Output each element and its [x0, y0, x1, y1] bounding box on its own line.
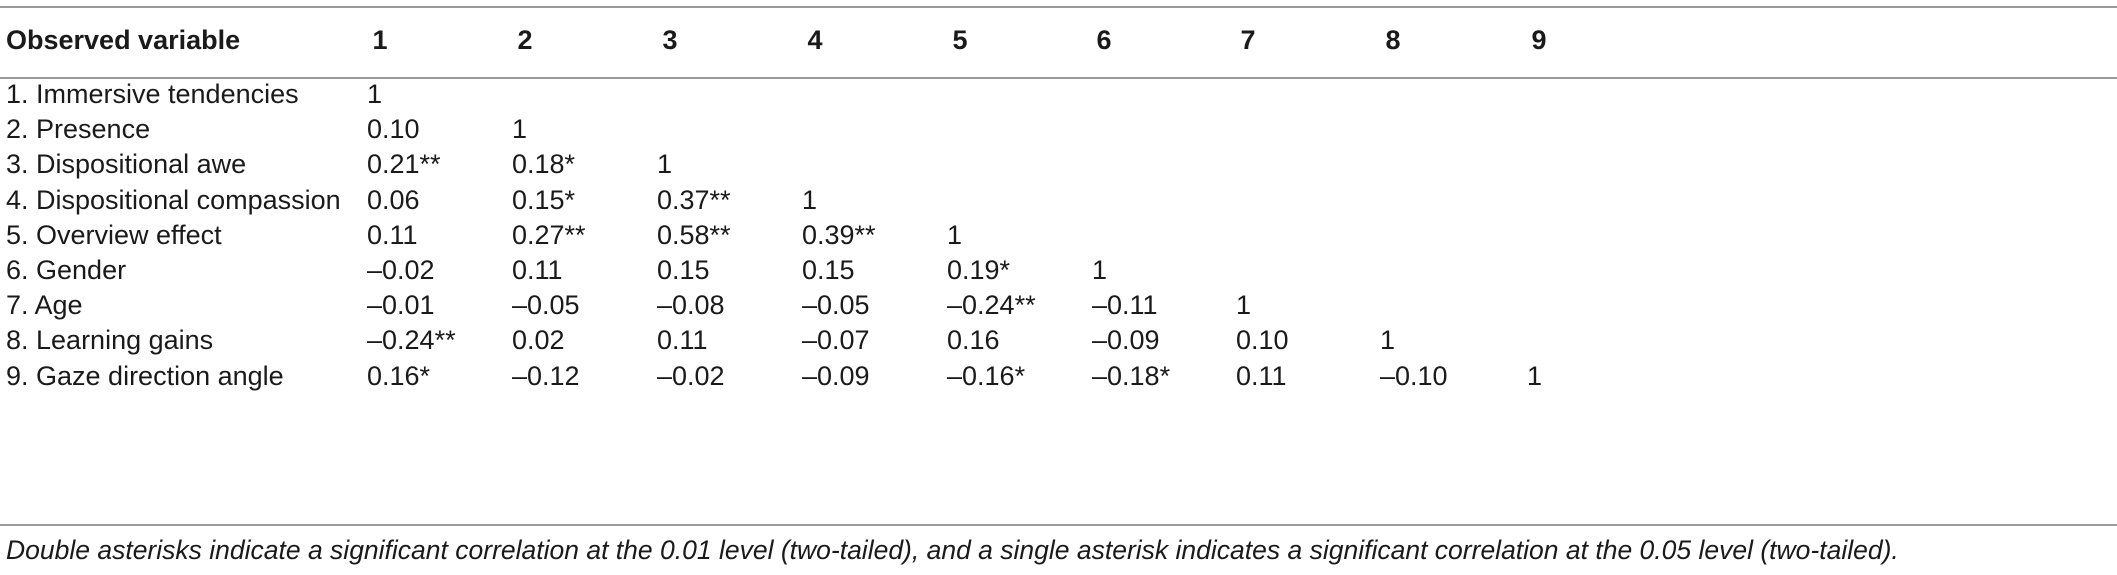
header-col-4: 4: [807, 25, 823, 55]
row-label: 8. Learning gains: [6, 325, 214, 356]
table-cell: 1: [367, 79, 383, 109]
table-cell: –0.02: [657, 360, 725, 391]
table-row: 9. Gaze direction angle 0.16* –0.12 –0.02 –0…: [0, 359, 2117, 394]
table-cell: 0.21**: [367, 149, 441, 180]
table-cell: 1: [947, 219, 963, 250]
table-cell: –0.09: [802, 360, 870, 391]
table-footnote: Double asterisks indicate a significant …: [6, 535, 1899, 565]
table-row: 5. Overview effect 0.11 0.27** 0.58** 0.39**…: [0, 218, 2117, 253]
table-cell: 0.58**: [657, 219, 731, 250]
table-bottom-rule: [0, 524, 2117, 526]
table-cell: –0.08: [657, 290, 725, 321]
table-cell: –0.09: [1092, 325, 1160, 356]
table-cell: 0.19*: [947, 255, 1011, 285]
table-cell: –0.05: [802, 290, 870, 321]
row-label: 4. Dispositional compassion: [6, 184, 341, 215]
table-cell: 0.10: [367, 114, 420, 145]
table-cell: 1: [512, 114, 528, 145]
table-cell: –0.24**: [947, 290, 1036, 321]
table-cell: 0.15: [802, 255, 855, 285]
table-row: 1. Immersive tendencies 1: [0, 77, 2117, 112]
table-cell: –0.10: [1380, 360, 1448, 391]
table-row: 4. Dispositional compassion 0.06 0.15* 0.37…: [0, 183, 2117, 218]
table-cell: –0.12: [512, 360, 580, 391]
table-cell: –0.01: [367, 290, 435, 321]
table-cell: –0.02: [367, 255, 435, 285]
table-cell: 0.16: [947, 325, 1000, 356]
table-cell: 0.06: [367, 184, 420, 215]
table-cell: 1: [1092, 255, 1108, 285]
table-cell: –0.24**: [367, 325, 456, 356]
table-cell: 1: [802, 184, 818, 215]
table-cell: 0.02: [512, 325, 565, 356]
header-observed-variable: Observed variable: [6, 25, 241, 55]
table-cell: 1: [657, 149, 673, 180]
header-col-7: 7: [1240, 25, 1256, 55]
header-col-2: 2: [517, 25, 533, 55]
table-cell: 1: [1380, 325, 1396, 356]
table-cell: 0.11: [512, 255, 563, 285]
table-cell: 0.10: [1236, 325, 1289, 356]
table-row: 3. Dispositional awe 0.21** 0.18* 1: [0, 147, 2117, 182]
row-label: 7. Age: [6, 290, 83, 321]
table-cell: –0.18*: [1092, 360, 1171, 391]
row-label: 2. Presence: [6, 114, 151, 145]
table-cell: 0.15: [657, 255, 710, 285]
table-cell: 1: [1527, 360, 1543, 391]
table-cell: –0.16*: [947, 360, 1026, 391]
table-row: 7. Age –0.01 –0.05 –0.08 –0.05 –0.24** –0.11 1: [0, 288, 2117, 323]
table-cell: 0.37**: [657, 184, 731, 215]
header-col-5: 5: [952, 25, 968, 55]
table-cell: –0.07: [802, 325, 870, 356]
table-header-rule: [0, 77, 2117, 79]
table-cell: 0.39**: [802, 219, 876, 250]
table-cell: 0.11: [367, 219, 418, 250]
table-header-row: Observed variable 1 2 3 4 5 6 7 8 9: [0, 17, 2117, 64]
header-col-1: 1: [372, 25, 388, 55]
row-label: 3. Dispositional awe: [6, 149, 247, 180]
header-col-6: 6: [1096, 25, 1112, 55]
row-label: 6. Gender: [6, 255, 127, 285]
row-label: 5. Overview effect: [6, 219, 222, 250]
table-row: 2. Presence 0.10 1: [0, 112, 2117, 147]
table-cell: –0.05: [512, 290, 580, 321]
table-cell: 0.27**: [512, 219, 586, 250]
table-row: 8. Learning gains –0.24** 0.02 0.11 –0.07 0.1…: [0, 323, 2117, 358]
table-cell: 0.18*: [512, 149, 576, 180]
header-col-8: 8: [1385, 25, 1401, 55]
row-label: 1. Immersive tendencies: [6, 79, 299, 109]
table-top-rule: [0, 6, 2117, 8]
header-col-9: 9: [1531, 25, 1547, 55]
table-cell: –0.11: [1092, 290, 1158, 321]
header-col-3: 3: [662, 25, 678, 55]
row-label: 9. Gaze direction angle: [6, 360, 284, 391]
table-cell: 1: [1236, 290, 1252, 321]
table-cell: 0.11: [1236, 360, 1287, 391]
table-cell: 0.15*: [512, 184, 576, 215]
table-cell: 0.16*: [367, 360, 431, 391]
table-cell: 0.11: [657, 325, 708, 356]
table-row: 6. Gender –0.02 0.11 0.15 0.15 0.19* 1: [0, 253, 2117, 288]
